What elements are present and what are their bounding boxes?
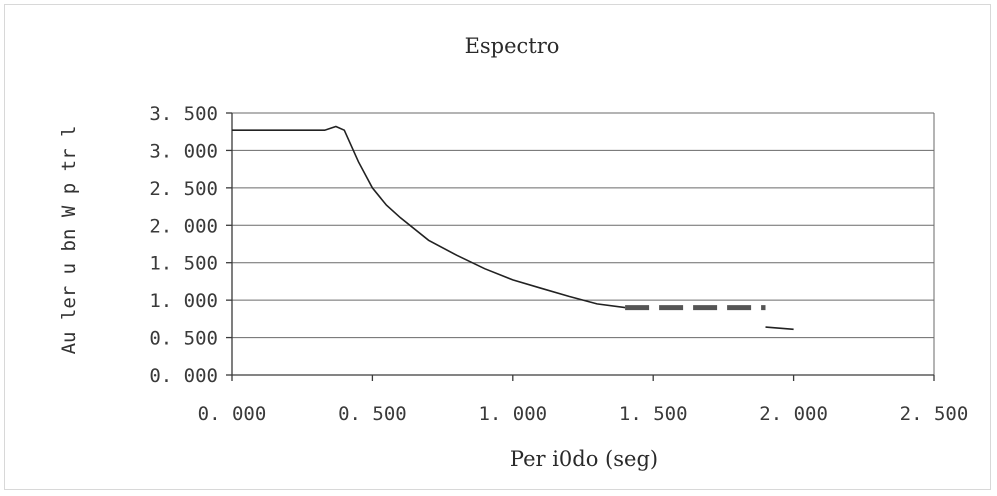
x-tick-label: 2. 500 (900, 403, 969, 425)
grid-lines (232, 112, 935, 375)
y-tick-label: 0. 000 (149, 365, 218, 387)
x-axis-label: Per i0do (seg) (510, 447, 658, 471)
x-tick-label: 0. 000 (198, 403, 267, 425)
series-line (765, 326, 794, 331)
chart-title: Espectro (465, 34, 560, 58)
y-tick-label: 1. 500 (149, 253, 218, 275)
x-tick-label: 1. 500 (619, 403, 688, 425)
x-tick-label: 1. 000 (478, 403, 547, 425)
y-tick-label: 0. 500 (149, 328, 218, 350)
y-tick-label: 1. 000 (149, 290, 218, 312)
series-line (232, 125, 626, 309)
y-tick-labels: 0. 000 0. 500 1. 000 1. 500 2. 000 2. 500 3. 0… (149, 103, 218, 387)
y-tick-label: 3. 000 (149, 140, 218, 162)
y-tick-label: 2. 500 (149, 178, 218, 200)
y-axis-label: Au ler u bn W p tr l (58, 126, 80, 355)
chart-frame (4, 4, 991, 490)
x-tick-labels: 0. 000 0. 500 1. 000 1. 500 2. 000 2. 500 (198, 403, 969, 425)
y-tick-label: 3. 500 (149, 103, 218, 125)
x-tick-label: 0. 500 (338, 403, 407, 425)
series-group (232, 125, 794, 331)
axes (226, 112, 935, 381)
x-tick-label: 2. 000 (759, 403, 828, 425)
y-tick-label: 2. 000 (149, 215, 218, 237)
